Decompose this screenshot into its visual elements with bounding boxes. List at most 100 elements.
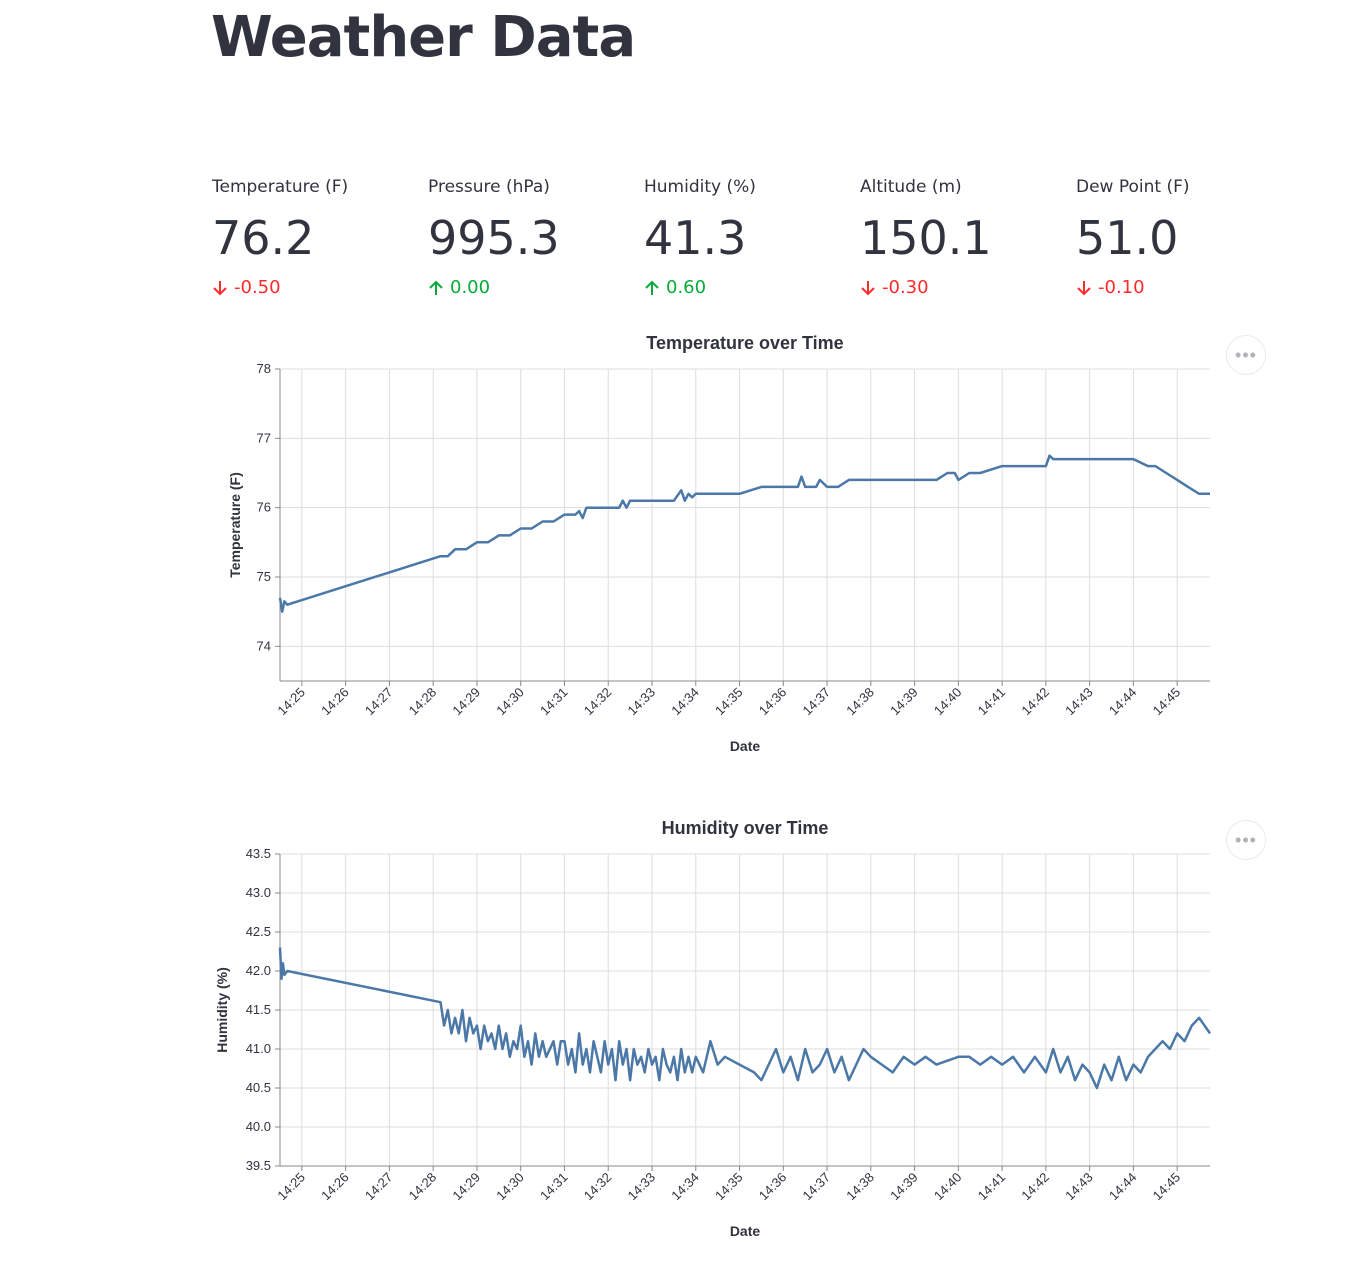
y-axis-title: Temperature (F) [227, 472, 243, 578]
metric-delta: -0.50 [212, 274, 412, 302]
metric-label: Humidity (%) [644, 177, 756, 197]
humidity-chart: Humidity over Time 39.5 40.0 40.5 41.0 41.5 42… [214, 818, 1212, 1239]
x-tick-label: 14:26 [318, 685, 352, 719]
x-tick-label: 14:25 [274, 685, 308, 719]
y-tick-label: 42.0 [246, 963, 271, 978]
x-axis-title: Date [730, 738, 761, 754]
metric-label: Temperature (F) [212, 177, 349, 197]
x-tick-label: 14:31 [537, 1170, 571, 1204]
metric-value: 150.1 [860, 211, 992, 265]
x-tick-label: 14:38 [843, 1170, 877, 1204]
chart-title: Temperature over Time [646, 333, 843, 353]
metric-delta-value: 0.00 [450, 277, 491, 298]
x-tick-label: 14:29 [449, 1170, 483, 1204]
y-tick-label: 43.5 [246, 846, 271, 861]
x-tick-label: 14:41 [975, 685, 1009, 719]
metric-label: Dew Point (F) [1076, 177, 1190, 197]
metric-humidity: Humidity (%) 41.3 0.60 [644, 172, 844, 302]
x-tick-label: 14:42 [1018, 685, 1052, 719]
more-horizontal-icon: ••• [1235, 829, 1257, 850]
x-tick-label: 14:35 [712, 685, 746, 719]
x-tick-label: 14:43 [1062, 1170, 1096, 1204]
metric-label: Pressure (hPa) [428, 177, 550, 197]
x-tick-label: 14:26 [318, 1170, 352, 1204]
x-tick-label: 14:30 [493, 1170, 527, 1204]
arrow-down-icon [861, 281, 875, 296]
metric-pressure: Pressure (hPa) 995.3 0.00 [428, 172, 628, 302]
arrow-down-icon [213, 281, 227, 296]
arrow-up-icon [429, 280, 443, 295]
metric-delta: 0.60 [644, 274, 844, 302]
x-axis-title: Date [730, 1223, 761, 1239]
x-tick-label: 14:45 [1150, 685, 1184, 719]
y-tick-label: 41.0 [246, 1041, 271, 1056]
y-tick-label: 43.0 [246, 885, 271, 900]
y-tick-label: 40.5 [246, 1080, 271, 1095]
x-tick-label: 14:41 [975, 1170, 1009, 1204]
series-line [278, 454, 1210, 613]
x-tick-label: 14:37 [800, 685, 834, 719]
metric-dew-point: Dew Point (F) 51.0 -0.10 [1076, 172, 1276, 302]
metric-value: 995.3 [428, 211, 560, 265]
x-tick-label: 14:34 [668, 1170, 702, 1204]
x-tick-label: 14:27 [362, 1170, 396, 1204]
x-tick-label: 14:37 [800, 1170, 834, 1204]
arrow-down-icon [1077, 281, 1091, 296]
more-horizontal-icon: ••• [1235, 344, 1257, 365]
metric-delta: -0.10 [1076, 274, 1276, 302]
x-tick-label: 14:30 [493, 685, 527, 719]
x-tick-label: 14:29 [449, 685, 483, 719]
y-tick-label: 78 [257, 361, 271, 376]
y-tick-label: 41.5 [246, 1002, 271, 1017]
y-tick-label: 77 [257, 430, 271, 445]
metric-delta-value: -0.50 [234, 277, 281, 298]
y-tick-label: 75 [257, 569, 271, 584]
x-tick-label: 14:42 [1018, 1170, 1052, 1204]
metric-delta: 0.00 [428, 274, 628, 302]
x-tick-label: 14:32 [581, 1170, 615, 1204]
metric-value: 51.0 [1076, 211, 1179, 265]
chart-title: Humidity over Time [662, 818, 829, 838]
x-tick-label: 14:39 [887, 685, 921, 719]
y-axis-title: Humidity (%) [214, 967, 230, 1053]
metric-delta-value: -0.30 [882, 277, 929, 298]
x-tick-label: 14:31 [537, 685, 571, 719]
x-tick-label: 14:44 [1106, 685, 1140, 719]
x-tick-label: 14:33 [625, 1170, 659, 1204]
x-tick-label: 14:45 [1150, 1170, 1184, 1204]
chart-menu-button[interactable]: ••• [1226, 335, 1266, 375]
x-tick-label: 14:25 [274, 1170, 308, 1204]
metric-temperature: Temperature (F) 76.2 -0.50 [212, 172, 412, 302]
x-tick-label: 14:36 [756, 685, 790, 719]
x-tick-label: 14:32 [581, 685, 615, 719]
x-tick-label: 14:35 [712, 1170, 746, 1204]
x-tick-label: 14:39 [887, 1170, 921, 1204]
x-tick-label: 14:36 [756, 1170, 790, 1204]
x-tick-label: 14:43 [1062, 685, 1096, 719]
arrow-up-icon [645, 280, 659, 295]
metric-altitude: Altitude (m) 150.1 -0.30 [860, 172, 1060, 302]
temperature-chart: Temperature over Time 74 75 76 77 78 14:25 14:2… [227, 333, 1210, 754]
metric-delta-value: 0.60 [666, 277, 707, 298]
x-tick-label: 14:34 [668, 685, 702, 719]
metric-delta: -0.30 [860, 274, 1060, 302]
chart-menu-button[interactable]: ••• [1226, 820, 1266, 860]
x-tick-label: 14:28 [406, 1170, 440, 1204]
x-tick-label: 14:40 [931, 685, 965, 719]
y-tick-label: 74 [257, 638, 271, 653]
metric-label: Altitude (m) [860, 177, 962, 197]
metric-delta-value: -0.10 [1098, 277, 1145, 298]
y-tick-label: 39.5 [246, 1158, 271, 1173]
x-tick-label: 14:27 [362, 685, 396, 719]
x-tick-label: 14:44 [1106, 1170, 1140, 1204]
series-line [278, 947, 1212, 1090]
x-tick-label: 14:38 [843, 685, 877, 719]
metric-value: 41.3 [644, 211, 747, 265]
page-title: Weather Data [211, 5, 636, 70]
x-tick-label: 14:28 [406, 685, 440, 719]
metric-value: 76.2 [212, 211, 315, 265]
x-tick-label: 14:33 [625, 685, 659, 719]
y-tick-label: 76 [257, 500, 271, 515]
x-tick-label: 14:40 [931, 1170, 965, 1204]
y-tick-label: 42.5 [246, 924, 271, 939]
